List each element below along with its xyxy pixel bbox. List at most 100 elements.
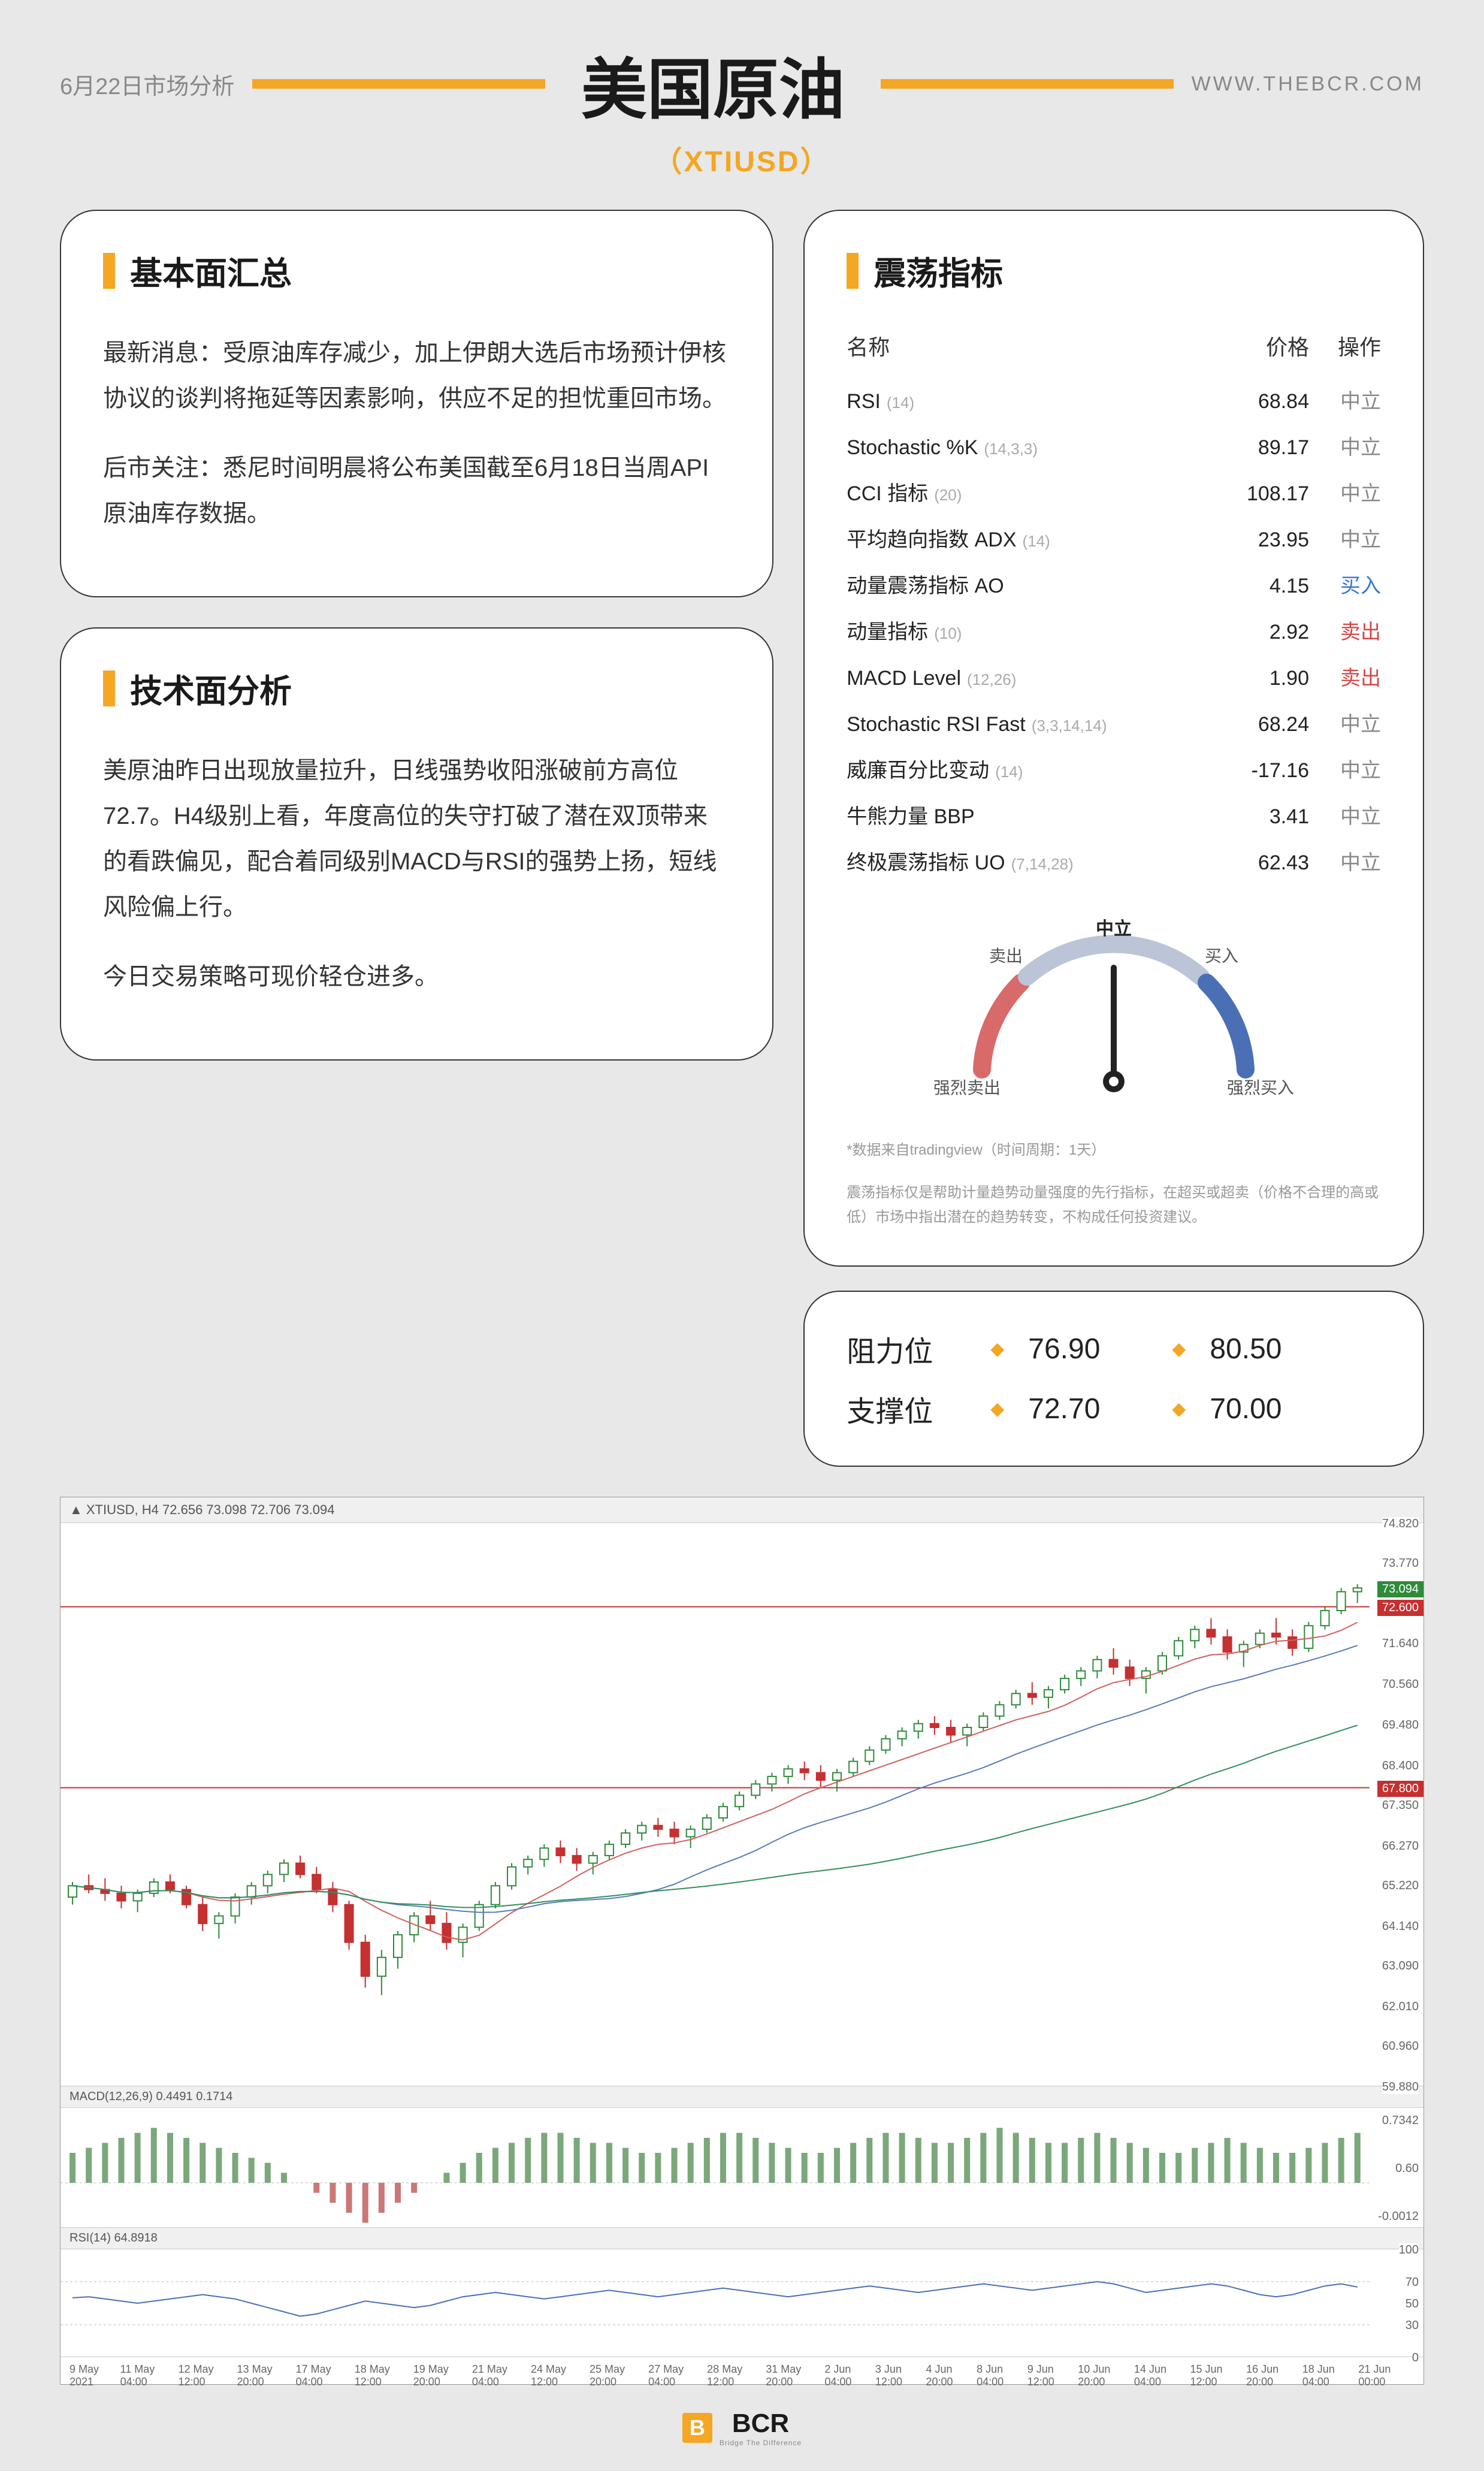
chart-xaxis: 9 May 202111 May 04:0012 May 12:0013 May…	[61, 2357, 1423, 2384]
technical-p2: 今日交易策略可现价轻仓进多。	[103, 954, 730, 999]
dot-icon: ◆	[1172, 1398, 1186, 1419]
indicator-value: 62.43	[1225, 851, 1309, 875]
indicator-row: RSI(14) 68.84 中立	[847, 376, 1381, 422]
oscillators-card: 震荡指标 名称 价格 操作 RSI(14) 68.84 中立Stochastic…	[803, 210, 1424, 1267]
indicator-action: 中立	[1309, 477, 1381, 506]
dot-icon: ◆	[990, 1339, 1004, 1360]
chart-rsi-panel: 1007050300	[61, 2249, 1423, 2357]
main-title: 美国原油	[581, 36, 845, 132]
svg-text:卖出: 卖出	[989, 947, 1023, 965]
indicator-row: 牛熊力量 BBP 3.41 中立	[847, 792, 1381, 838]
indicator-name: RSI(14)	[847, 390, 1225, 413]
indicator-action: 中立	[1309, 708, 1381, 737]
indicator-action: 中立	[1309, 523, 1381, 552]
indicator-value: 2.92	[1225, 621, 1309, 644]
support-label: 支撑位	[847, 1388, 966, 1430]
disclaimer2: 震荡指标仅是帮助计量趋势动量强度的先行指标，在超买或超卖（价格不合理的高或低）市…	[847, 1181, 1381, 1230]
indicator-action: 中立	[1309, 754, 1381, 783]
indicator-value: 4.15	[1225, 575, 1309, 598]
indicator-name: 终极震荡指标 UO(7,14,28)	[847, 846, 1225, 875]
indicator-name: Stochastic %K(14,3,3)	[847, 436, 1225, 460]
accent-bar-right	[881, 79, 1174, 89]
indicator-value: 89.17	[1225, 436, 1309, 460]
support-v2: 70.00	[1210, 1392, 1329, 1425]
support-row: 支撑位 ◆ 72.70 ◆ 70.00	[847, 1379, 1381, 1439]
indicator-name: 平均趋向指数 ADX(14)	[847, 523, 1225, 552]
indicator-row: MACD Level(12,26) 1.90 卖出	[847, 653, 1381, 699]
indicator-row: 终极震荡指标 UO(7,14,28) 62.43 中立	[847, 838, 1381, 884]
logo-subtitle: Bridge The Difference	[720, 2439, 802, 2447]
svg-text:强烈卖出: 强烈卖出	[934, 1079, 1001, 1097]
col-value: 价格	[1225, 330, 1309, 361]
indicator-value: -17.16	[1225, 759, 1309, 783]
fundamental-card: 基本面汇总 最新消息：受原油库存减少，加上伊朗大选后市场预计伊核协议的谈判将拖延…	[60, 210, 773, 597]
title-bar-icon	[103, 253, 115, 289]
indicator-action: 中立	[1309, 800, 1381, 829]
subtitle: （XTIUSD）	[60, 138, 1424, 180]
indicator-name: 牛熊力量 BBP	[847, 800, 1225, 829]
svg-text:强烈买入: 强烈买入	[1227, 1079, 1293, 1097]
resistance-row: 阻力位 ◆ 76.90 ◆ 80.50	[847, 1319, 1381, 1379]
indicator-value: 68.84	[1225, 390, 1309, 413]
col-name: 名称	[847, 330, 1225, 361]
fundamental-p1: 最新消息：受原油库存减少，加上伊朗大选后市场预计伊核协议的谈判将拖延等因素影响，…	[103, 330, 730, 421]
date-label: 6月22日市场分析	[60, 68, 234, 101]
indicator-action: 买入	[1309, 569, 1381, 599]
indicator-action: 卖出	[1309, 615, 1381, 645]
disclaimer1: *数据来自tradingview（时间周期：1天）	[847, 1138, 1381, 1163]
indicator-row: 动量指标(10) 2.92 卖出	[847, 607, 1381, 653]
indicator-action: 中立	[1309, 385, 1381, 414]
technical-card: 技术面分析 美原油昨日出现放量拉升，日线强势收阳涨破前方高位72.7。H4级别上…	[60, 627, 773, 1061]
svg-text:中立: 中立	[1096, 919, 1132, 939]
header-row: 6月22日市场分析 美国原油 WWW.THEBCR.COM	[60, 36, 1424, 132]
indicator-value: 3.41	[1225, 805, 1309, 829]
rsi-header: RSI(14) 64.8918	[61, 2228, 1423, 2249]
resistance-label: 阻力位	[847, 1328, 966, 1370]
indicator-name: Stochastic RSI Fast(3,3,14,14)	[847, 713, 1225, 736]
oscillators-title: 震荡指标	[874, 247, 1003, 294]
footer: B BCR Bridge The Difference	[60, 2409, 1424, 2447]
macd-header: MACD(12,26,9) 0.4491 0.1714	[61, 2086, 1423, 2108]
indicator-row: Stochastic RSI Fast(3,3,14,14) 68.24 中立	[847, 699, 1381, 745]
gauge: 中立 卖出 买入 强烈卖出 强烈买入	[847, 914, 1381, 1120]
website-url: WWW.THEBCR.COM	[1192, 73, 1424, 96]
indicator-row: 动量震荡指标 AO 4.15 买入	[847, 561, 1381, 607]
indicator-value: 1.90	[1225, 667, 1309, 690]
indicator-row: CCI 指标(20) 108.17 中立	[847, 469, 1381, 515]
support-v1: 72.70	[1028, 1392, 1148, 1425]
technical-p1: 美原油昨日出现放量拉升，日线强势收阳涨破前方高位72.7。H4级别上看，年度高位…	[103, 748, 730, 930]
indicator-rows: RSI(14) 68.84 中立Stochastic %K(14,3,3) 89…	[847, 376, 1381, 884]
indicator-action: 中立	[1309, 846, 1381, 875]
title-bar-icon	[103, 670, 115, 706]
indicator-header-row: 名称 价格 操作	[847, 330, 1381, 361]
resistance-v2: 80.50	[1210, 1333, 1329, 1366]
technical-title: 技术面分析	[130, 664, 292, 712]
chart-macd-panel: 0.73420.60-0.0012	[61, 2108, 1423, 2228]
title-bar-icon	[847, 253, 859, 289]
indicator-name: MACD Level(12,26)	[847, 667, 1225, 690]
fundamental-title: 基本面汇总	[130, 247, 292, 294]
indicator-name: 动量指标(10)	[847, 615, 1225, 645]
indicator-action: 卖出	[1309, 661, 1381, 691]
logo-icon: B	[682, 2413, 712, 2443]
dot-icon: ◆	[1172, 1339, 1186, 1360]
chart-header: ▲ XTIUSD, H4 72.656 73.098 72.706 73.094	[61, 1497, 1423, 1523]
indicator-value: 23.95	[1225, 528, 1309, 552]
col-action: 操作	[1309, 330, 1381, 361]
accent-bar-left	[252, 79, 545, 89]
indicator-row: 平均趋向指数 ADX(14) 23.95 中立	[847, 515, 1381, 561]
indicator-row: Stochastic %K(14,3,3) 89.17 中立	[847, 422, 1381, 469]
resistance-v1: 76.90	[1028, 1333, 1148, 1366]
indicator-name: 威廉百分比变动(14)	[847, 754, 1225, 783]
indicator-row: 威廉百分比变动(14) -17.16 中立	[847, 745, 1381, 792]
levels-card: 阻力位 ◆ 76.90 ◆ 80.50 支撑位 ◆ 72.70 ◆ 70.00	[803, 1291, 1424, 1467]
chart-main-panel: 74.82073.77071.64070.56069.48068.40067.3…	[61, 1523, 1423, 2086]
dot-icon: ◆	[990, 1398, 1004, 1419]
logo-text: BCR	[720, 2409, 802, 2439]
indicator-action: 中立	[1309, 431, 1381, 460]
indicator-name: CCI 指标(20)	[847, 477, 1225, 506]
fundamental-p2: 后市关注：悉尼时间明晨将公布美国截至6月18日当周API原油库存数据。	[103, 445, 730, 536]
price-chart: ▲ XTIUSD, H4 72.656 73.098 72.706 73.094…	[60, 1497, 1424, 2385]
indicator-name: 动量震荡指标 AO	[847, 569, 1225, 599]
indicator-value: 68.24	[1225, 713, 1309, 736]
